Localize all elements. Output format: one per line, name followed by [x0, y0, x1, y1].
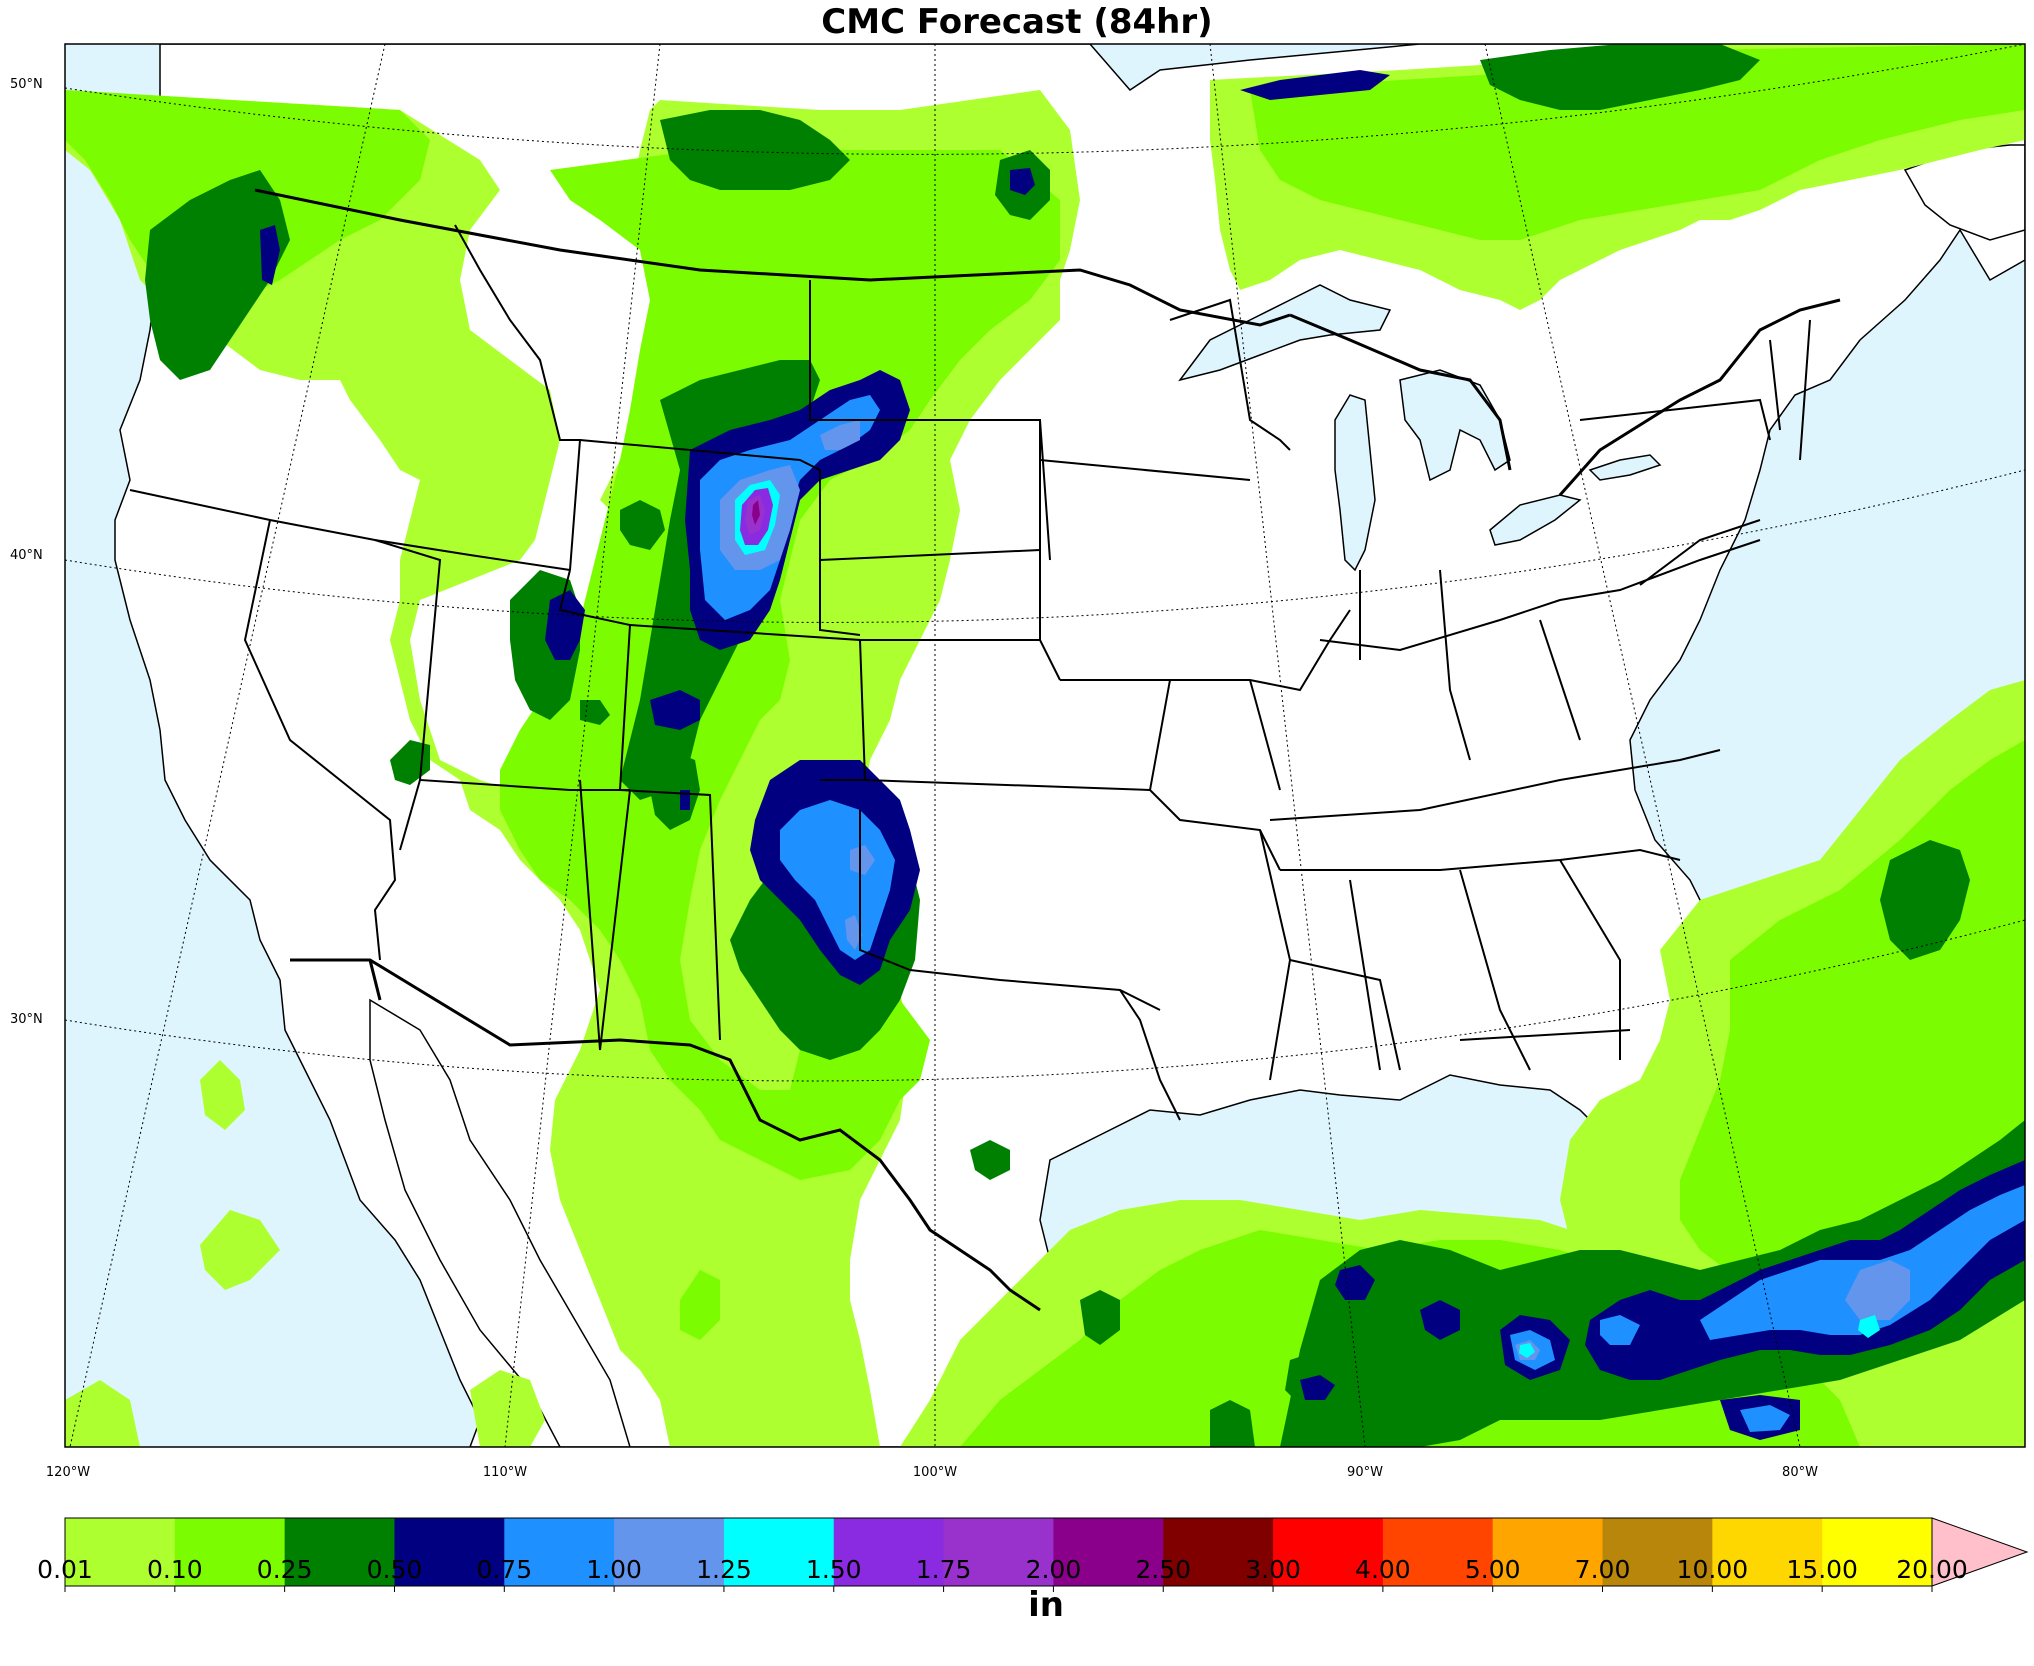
colorbar-segment [614, 1518, 725, 1586]
great-lakes [1178, 284, 1662, 572]
colorbar-tick-label: 1.25 [696, 1555, 752, 1584]
colorbar-tick-label: 0.10 [146, 1555, 203, 1584]
lon-label-80w: 80°W [1782, 1465, 1818, 1480]
lon-label-110w: 110°W [482, 1465, 528, 1480]
colorbar-segment [1163, 1518, 1274, 1586]
colorbar-segment [504, 1518, 615, 1586]
colorbar-outline [64, 1517, 1933, 1587]
lat-label-50n: 50°N [10, 77, 43, 92]
colorbar-segment [284, 1518, 395, 1586]
colorbar-tick-label: 2.00 [1025, 1555, 1082, 1584]
colorbar-tick-label: 0.50 [366, 1555, 423, 1584]
colorbar-tick-label: 0.75 [476, 1555, 533, 1584]
lon-label-90w: 90°W [1347, 1465, 1383, 1480]
colorbar-segment [1382, 1518, 1494, 1586]
state-borders [129, 224, 1811, 1121]
colorbar-tick-label: 5.00 [1464, 1555, 1521, 1584]
colorbar-tick-label: 1.50 [805, 1555, 862, 1584]
colorbar-segment [1053, 1518, 1164, 1586]
colorbar-segment [174, 1518, 286, 1586]
colorbar-segment [1273, 1518, 1384, 1586]
precip-contours [65, 44, 2025, 1447]
colorbar-segment [943, 1518, 1054, 1586]
colorbar-segment [723, 1518, 835, 1586]
colorbar-tick-label: 0.01 [37, 1555, 93, 1584]
colorbar-segment [65, 1518, 176, 1586]
lat-label-40n: 40°N [10, 548, 43, 563]
colorbar-tick-label: 20.00 [1896, 1555, 1968, 1584]
units-label: in [1028, 1585, 1064, 1625]
colorbar-tick-label: 10.00 [1676, 1555, 1749, 1584]
colorbar-segment [1492, 1518, 1604, 1586]
colorbar-tick-label: 0.25 [256, 1555, 313, 1584]
colorbar-segment [1822, 1518, 1933, 1586]
map-frame [64, 43, 2026, 1448]
colorbar-segment [833, 1518, 945, 1586]
colorbar-segment [1712, 1518, 1823, 1586]
colorbar-tick-label: 7.00 [1574, 1555, 1631, 1584]
lat-label-30n: 30°N [10, 1012, 43, 1027]
colorbar-tick-label: 1.00 [586, 1555, 642, 1584]
colorbar-tick-label: 4.00 [1355, 1555, 1411, 1584]
colorbar-tick-label: 2.50 [1135, 1555, 1192, 1584]
graticule [65, 44, 2025, 1447]
colorbar-tick-label: 1.75 [915, 1555, 972, 1584]
colorbar-tick-label: 3.00 [1245, 1555, 1301, 1584]
colorbar-segment [394, 1518, 505, 1586]
colorbar-segment [1602, 1518, 1713, 1586]
lon-label-100w: 100°W [912, 1465, 958, 1480]
colorbar-tick-label: 15.00 [1786, 1555, 1858, 1584]
country-borders [254, 188, 1841, 1312]
lon-label-120w: 120°W [45, 1465, 91, 1480]
map-title: CMC Forecast (84hr) [821, 2, 1213, 42]
